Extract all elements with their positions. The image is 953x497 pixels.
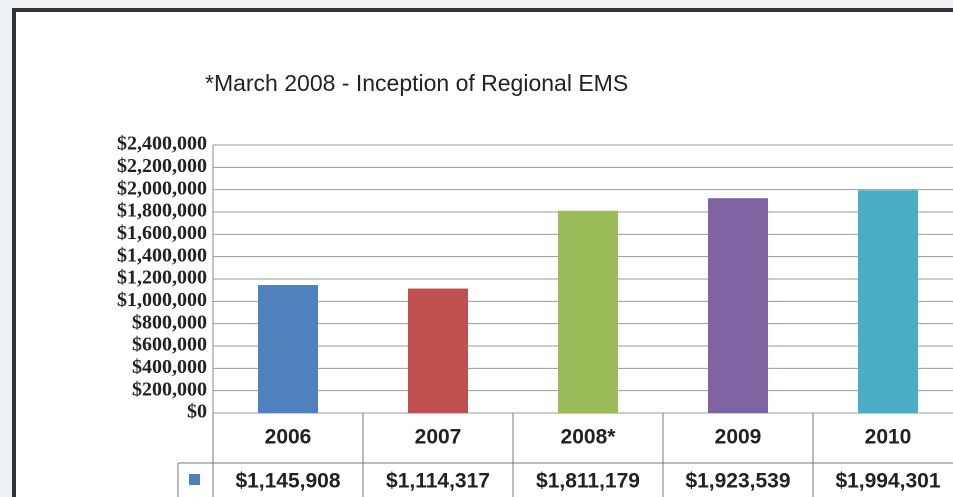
- y-tick-label: $800,000: [132, 311, 207, 333]
- y-tick-label: $600,000: [132, 334, 207, 356]
- value-label: $1,923,539: [685, 470, 790, 493]
- value-label: $1,811,179: [536, 470, 640, 493]
- legend-key: [189, 474, 200, 485]
- value-label: $1,114,317: [386, 470, 490, 493]
- y-tick-label: $2,000,000: [117, 177, 207, 199]
- y-tick-label: $1,600,000: [117, 222, 207, 244]
- y-tick-label: $200,000: [132, 378, 207, 400]
- y-tick-label: $1,200,000: [117, 267, 207, 289]
- y-tick-label: $0: [187, 401, 207, 423]
- value-label: $1,145,908: [235, 470, 340, 493]
- y-tick-label: $400,000: [132, 356, 207, 378]
- y-tick-label: $1,400,000: [117, 244, 207, 266]
- x-tick-label: 2010: [865, 426, 912, 449]
- y-tick-label: $2,200,000: [117, 155, 207, 177]
- x-tick-label: 2006: [265, 426, 312, 449]
- bar: [708, 198, 768, 413]
- y-tick-label: $2,400,000: [117, 133, 207, 155]
- x-tick-label: 2009: [715, 426, 762, 449]
- x-tick-label: 2008*: [561, 426, 617, 449]
- x-tick-label: 2007: [415, 426, 462, 449]
- y-tick-label: $1,800,000: [117, 200, 207, 222]
- y-tick-label: $1,000,000: [117, 289, 207, 311]
- value-label: $1,994,301: [835, 470, 940, 493]
- bar: [258, 285, 318, 413]
- frame: [12, 8, 953, 497]
- bar: [408, 288, 468, 413]
- bar: [558, 210, 618, 413]
- bar: [858, 190, 918, 413]
- chart-title: *March 2008 - Inception of Regional EMS: [205, 70, 628, 96]
